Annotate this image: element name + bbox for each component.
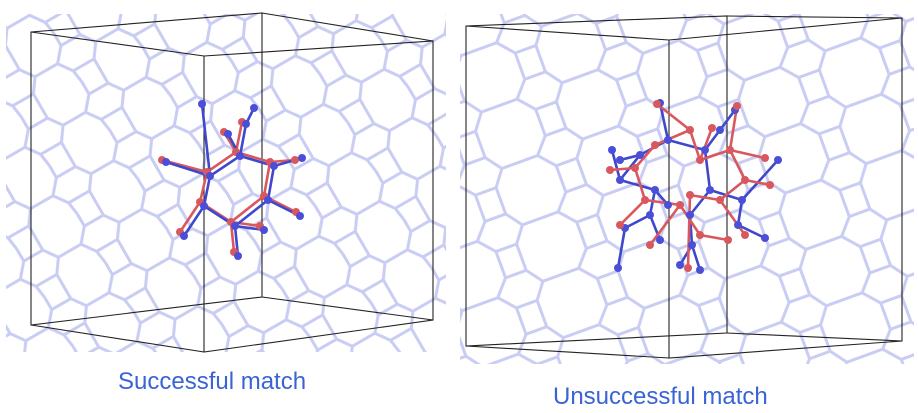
right-lattice-background xyxy=(460,14,914,364)
right-red-atoms xyxy=(606,100,774,272)
right-blue-atoms xyxy=(608,99,782,274)
left-simulation-box xyxy=(30,12,434,353)
left-matched-cluster xyxy=(158,100,306,260)
left-blue-bonds xyxy=(165,103,303,257)
left-lattice-background xyxy=(6,14,446,352)
left-panel xyxy=(6,12,446,353)
right-simulation-box xyxy=(465,15,903,359)
right-panel xyxy=(460,14,914,364)
caption-successful-match: Successful match xyxy=(118,368,307,395)
right-mismatched-cluster xyxy=(606,99,782,274)
caption-unsuccessful-match: Unsuccessful match xyxy=(553,383,768,410)
left-blue-atoms xyxy=(162,100,306,260)
